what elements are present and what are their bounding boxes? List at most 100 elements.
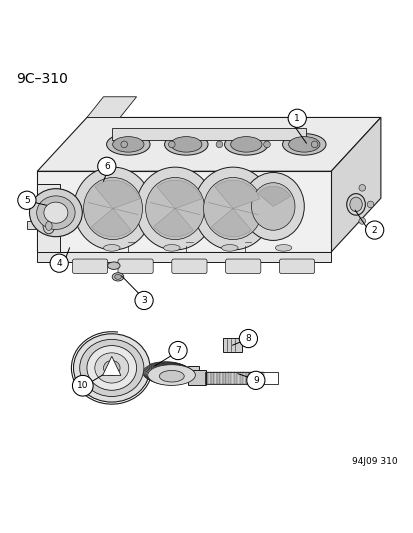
Circle shape [365, 221, 383, 239]
Ellipse shape [107, 262, 120, 269]
FancyBboxPatch shape [222, 372, 225, 384]
Polygon shape [112, 128, 306, 140]
FancyBboxPatch shape [222, 338, 241, 352]
Ellipse shape [143, 363, 191, 383]
Ellipse shape [108, 365, 115, 371]
FancyBboxPatch shape [252, 372, 255, 384]
Text: 9C–310: 9C–310 [17, 72, 68, 86]
Ellipse shape [95, 353, 128, 383]
Ellipse shape [103, 360, 120, 375]
Ellipse shape [349, 197, 361, 212]
Ellipse shape [145, 177, 204, 240]
Text: 9: 9 [252, 376, 258, 385]
Ellipse shape [142, 362, 190, 383]
Ellipse shape [83, 177, 142, 240]
Ellipse shape [147, 365, 195, 385]
Text: 3: 3 [141, 296, 147, 305]
Ellipse shape [37, 196, 75, 230]
Text: 8: 8 [245, 334, 251, 343]
Ellipse shape [44, 202, 68, 223]
Ellipse shape [230, 136, 261, 152]
FancyBboxPatch shape [72, 259, 107, 273]
Circle shape [216, 141, 222, 148]
FancyBboxPatch shape [225, 259, 260, 273]
Text: 2: 2 [371, 225, 377, 235]
FancyBboxPatch shape [231, 372, 234, 384]
Polygon shape [37, 184, 60, 252]
Wedge shape [153, 208, 193, 237]
Circle shape [311, 141, 317, 148]
Ellipse shape [112, 273, 123, 281]
Wedge shape [95, 180, 139, 208]
Ellipse shape [106, 134, 150, 155]
Ellipse shape [103, 245, 120, 251]
FancyBboxPatch shape [257, 372, 261, 384]
Wedge shape [214, 180, 259, 208]
Wedge shape [157, 180, 201, 208]
FancyBboxPatch shape [187, 370, 205, 385]
Circle shape [366, 201, 373, 208]
Ellipse shape [242, 173, 304, 240]
Ellipse shape [29, 189, 82, 237]
FancyBboxPatch shape [245, 372, 249, 384]
Circle shape [239, 329, 257, 348]
FancyBboxPatch shape [213, 372, 216, 384]
Text: 6: 6 [104, 162, 109, 171]
Circle shape [72, 375, 93, 396]
Circle shape [358, 184, 365, 191]
Circle shape [169, 342, 187, 360]
FancyBboxPatch shape [237, 372, 240, 384]
Ellipse shape [224, 134, 268, 155]
Wedge shape [211, 208, 251, 237]
Ellipse shape [159, 370, 184, 382]
Ellipse shape [275, 245, 291, 251]
Circle shape [358, 217, 365, 224]
FancyBboxPatch shape [171, 259, 206, 273]
FancyBboxPatch shape [228, 372, 231, 384]
FancyBboxPatch shape [207, 372, 211, 384]
FancyBboxPatch shape [234, 372, 237, 384]
Polygon shape [330, 117, 380, 252]
Ellipse shape [282, 134, 325, 155]
Circle shape [50, 254, 68, 272]
Circle shape [246, 372, 264, 390]
FancyBboxPatch shape [240, 372, 243, 384]
Ellipse shape [74, 334, 150, 402]
Ellipse shape [135, 167, 214, 250]
Ellipse shape [146, 364, 194, 385]
FancyBboxPatch shape [242, 372, 246, 384]
Circle shape [135, 292, 153, 310]
Polygon shape [37, 252, 330, 262]
Ellipse shape [193, 167, 272, 250]
Circle shape [121, 141, 127, 148]
Ellipse shape [221, 245, 237, 251]
Ellipse shape [74, 167, 152, 250]
Ellipse shape [346, 193, 365, 215]
Text: 10: 10 [77, 381, 88, 390]
Circle shape [168, 141, 175, 148]
FancyBboxPatch shape [249, 372, 252, 384]
Polygon shape [37, 171, 330, 252]
Text: 1: 1 [294, 114, 299, 123]
Wedge shape [257, 187, 290, 206]
Ellipse shape [203, 177, 262, 240]
Polygon shape [37, 117, 380, 171]
Text: 94J09 310: 94J09 310 [351, 457, 396, 466]
Polygon shape [46, 203, 53, 207]
Ellipse shape [112, 136, 144, 152]
FancyBboxPatch shape [254, 372, 258, 384]
FancyBboxPatch shape [219, 372, 223, 384]
Ellipse shape [164, 134, 207, 155]
Ellipse shape [288, 136, 319, 152]
Ellipse shape [163, 245, 180, 251]
Ellipse shape [79, 340, 144, 397]
Polygon shape [102, 357, 121, 375]
Ellipse shape [141, 362, 189, 382]
Circle shape [18, 191, 36, 209]
FancyBboxPatch shape [210, 372, 214, 384]
Circle shape [287, 109, 306, 127]
Ellipse shape [145, 363, 192, 384]
Ellipse shape [87, 345, 136, 390]
FancyBboxPatch shape [225, 372, 228, 384]
Text: 5: 5 [24, 196, 30, 205]
